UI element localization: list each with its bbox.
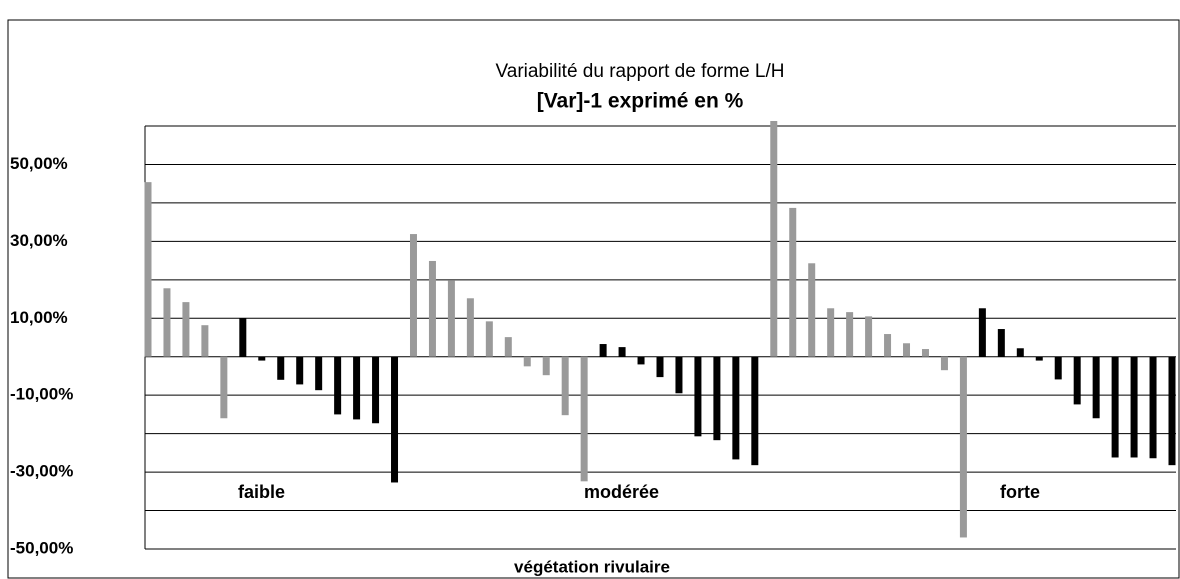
bar <box>315 356 323 391</box>
bar <box>409 234 417 357</box>
bar <box>466 298 474 357</box>
bar <box>637 356 645 365</box>
bar <box>846 312 854 357</box>
bar <box>789 207 797 357</box>
bar <box>751 356 759 466</box>
bar <box>732 356 740 460</box>
y-tick-label: 50,00% <box>10 154 68 173</box>
bar <box>978 308 986 357</box>
bar <box>504 337 512 357</box>
bar <box>277 356 285 380</box>
bar <box>808 263 816 357</box>
bar <box>713 356 721 441</box>
bar <box>144 182 152 357</box>
bar <box>599 344 607 357</box>
bar <box>523 356 531 367</box>
bar <box>447 280 455 357</box>
bar <box>1168 356 1176 466</box>
bar <box>201 325 209 357</box>
bar <box>921 349 929 357</box>
bar <box>1149 356 1157 459</box>
bar <box>542 356 550 376</box>
chart-title: Variabilité du rapport de forme L/H <box>495 61 784 82</box>
group-label: modérée <box>584 482 659 502</box>
bar <box>561 356 569 416</box>
bar <box>296 356 304 385</box>
bar <box>163 288 171 357</box>
bar <box>580 356 588 482</box>
bar <box>884 334 892 357</box>
bar <box>940 356 948 371</box>
bar <box>182 302 190 357</box>
group-label: faible <box>238 482 285 502</box>
bar <box>1111 356 1119 458</box>
bar <box>865 316 873 357</box>
y-tick-label: -30,00% <box>10 462 73 481</box>
chart-subtitle: [Var]-1 exprimé en % <box>537 90 744 113</box>
bar <box>1054 356 1062 380</box>
bar <box>675 356 683 394</box>
bar <box>372 356 380 424</box>
bar <box>220 356 228 419</box>
bar <box>1092 356 1100 419</box>
bar <box>903 343 911 357</box>
bar <box>959 356 967 538</box>
bar <box>258 356 266 361</box>
bar <box>997 329 1005 357</box>
y-tick-label: 30,00% <box>10 231 68 250</box>
bar <box>1016 348 1024 357</box>
y-tick-label: -50,00% <box>10 538 73 557</box>
bar <box>353 356 361 420</box>
bar <box>1130 356 1138 458</box>
bar <box>334 356 342 415</box>
bar <box>391 356 399 483</box>
bar <box>485 321 493 357</box>
bar <box>1035 356 1043 361</box>
group-label: forte <box>1000 482 1040 502</box>
bar <box>770 121 778 357</box>
y-tick-label: 10,00% <box>10 308 68 327</box>
bar <box>239 318 247 357</box>
bar <box>428 260 436 357</box>
bar <box>656 356 664 378</box>
bar <box>694 356 702 437</box>
y-tick-label: -10,00% <box>10 385 73 404</box>
x-axis-label: végétation rivulaire <box>514 557 670 576</box>
bar <box>1073 356 1081 405</box>
frame <box>7 19 1180 579</box>
bar <box>618 347 626 357</box>
bar <box>827 308 835 357</box>
